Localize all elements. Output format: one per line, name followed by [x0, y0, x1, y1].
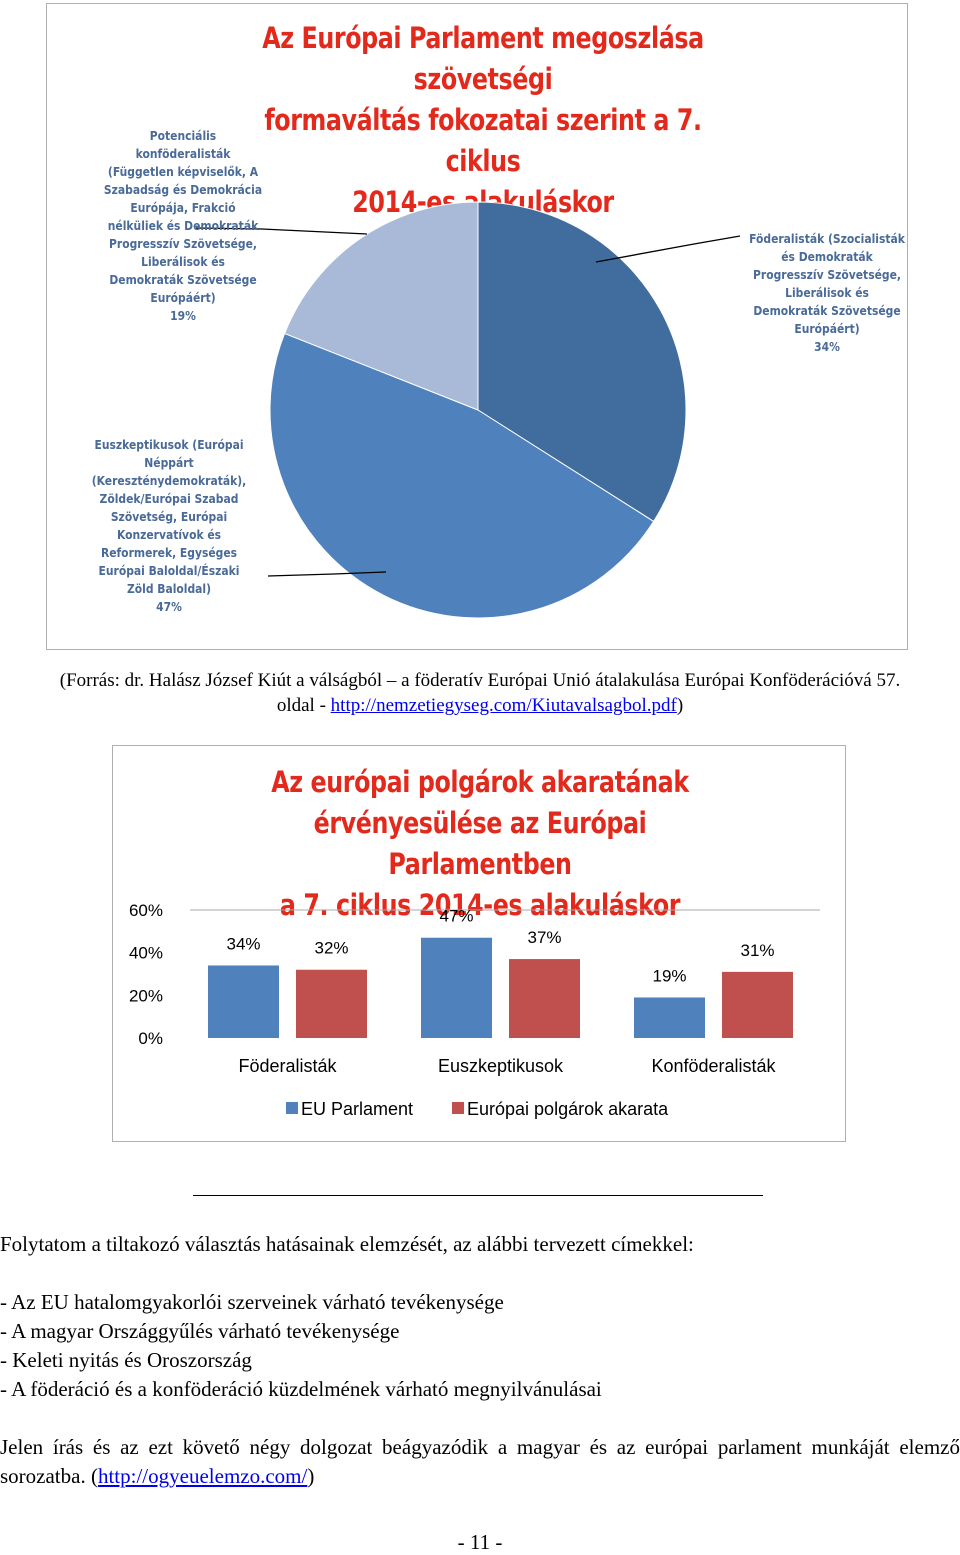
pie-title-line: Az Európai Parlament megoszlása szövetsé…	[262, 21, 704, 96]
pie-label-line: Néppárt	[144, 455, 194, 470]
pie-label-line: Európai Baloldal/Északi	[98, 563, 240, 578]
bar-chart-title: Az európai polgárok akaratának érvényesü…	[242, 762, 718, 926]
pie-label-line: Szövetség, Európai	[110, 509, 228, 524]
separator-line	[193, 1195, 763, 1196]
pie-label-line: Potenciális	[149, 128, 217, 143]
list-item: - Keleti nyitás és Oroszország	[0, 1348, 252, 1372]
pie-slice-1	[477, 201, 687, 523]
pie-label-line: Liberálisok és	[785, 285, 869, 300]
pie-label-percent: 19%	[170, 308, 196, 323]
pie-label-line: (Független képviselők, A	[107, 164, 259, 179]
source-link[interactable]: http://nemzetiegyseg.com/Kiutavalsagbol.…	[330, 695, 677, 716]
source-line-2: oldal - http://nemzetiegyseg.com/Kiutava…	[0, 693, 960, 718]
leader-line-confederalists	[195, 227, 368, 235]
pie-label-percent: 34%	[814, 339, 840, 354]
list-item: - A magyar Országgyűlés várható tevékeny…	[0, 1319, 400, 1343]
pie-label-line: és Demokraták	[781, 249, 873, 264]
pie-label-line: Európáért)	[794, 321, 860, 336]
pie-label-confederalists: Potenciális konföderalisták (Független k…	[93, 127, 274, 325]
source-prefix: oldal -	[276, 695, 331, 716]
bar-title-line: Az európai polgárok akaratának	[271, 765, 689, 799]
pie-label-line: Európája, Frakció	[130, 200, 236, 215]
leader-line-eurosceptics	[267, 571, 387, 577]
closing-paragraph: Jelen írás és az ezt követő négy dolgoza…	[0, 1433, 960, 1491]
pie-label-line: Európáért)	[150, 290, 216, 305]
closing-link[interactable]: http://ogyeuelemzo.com/	[97, 1464, 308, 1488]
pie-slice-3	[283, 201, 479, 411]
source-line-1: (Forrás: dr. Halász József Kiút a válság…	[59, 670, 901, 691]
source-suffix: )	[676, 695, 684, 716]
topic-list: - Az EU hatalomgyakorlói szerveinek várh…	[0, 1288, 960, 1404]
pie-label-line: Reformerek, Egységes	[100, 545, 238, 560]
pie-label-line: konföderalisták	[135, 146, 231, 161]
pie-label-eurosceptics: Euszkeptikusok (Európai Néppárt (Kereszt…	[79, 436, 260, 616]
pie-title-line: formaváltás fokozatai szerint a 7. ciklu…	[264, 103, 702, 178]
pie-label-line: Liberálisok és	[141, 254, 225, 269]
pie-chart	[195, 201, 741, 619]
bar-title-line: a 7. ciklus 2014-es alakuláskor	[279, 888, 681, 922]
closing-text: Jelen írás és az ezt követő négy dolgoza…	[0, 1435, 960, 1488]
pie-label-line: Föderalisták (Szocialisták	[749, 231, 905, 246]
pie-label-line: Progresszív Szövetsége,	[753, 267, 901, 282]
pie-chart-title: Az Európai Parlament megoszlása szövetsé…	[225, 18, 742, 223]
intro-paragraph: Folytatom a tiltakozó választás hatásain…	[0, 1232, 694, 1256]
pie-label-line: nélküliek és Demokraták	[107, 218, 259, 233]
pie-label-line: (Kereszténydemokraták),	[91, 473, 247, 488]
pie-label-line: Demokraták Szövetsége	[109, 272, 257, 287]
list-item: - A föderáció és a konföderáció küzdelmé…	[0, 1377, 602, 1401]
pie-label-line: Zöld Baloldal)	[126, 581, 212, 596]
pie-label-line: Zöldek/Európai Szabad	[99, 491, 239, 506]
pie-label-line: Konzervatívok és	[116, 527, 222, 542]
source-citation: (Forrás: dr. Halász József Kiút a válság…	[0, 668, 960, 718]
pie-label-federalists: Föderalisták (Szocialisták és Demokraták…	[737, 230, 918, 356]
pie-slice-2	[269, 332, 655, 619]
leader-line-federalists	[595, 235, 741, 263]
pie-label-line: Szabadság és Demokrácia	[103, 182, 263, 197]
closing-suffix: )	[307, 1464, 315, 1488]
pie-label-line: Progresszív Szövetsége,	[109, 236, 257, 251]
page-number: - 11 -	[457, 1530, 503, 1554]
pie-label-line: Demokraták Szövetsége	[753, 303, 901, 318]
pie-label-line: Euszkeptikusok (Európai	[94, 437, 244, 452]
bar-title-line: érvényesülése az Európai Parlamentben	[313, 806, 647, 881]
pie-label-percent: 47%	[156, 599, 182, 614]
list-item: - Az EU hatalomgyakorlói szerveinek várh…	[0, 1290, 504, 1314]
